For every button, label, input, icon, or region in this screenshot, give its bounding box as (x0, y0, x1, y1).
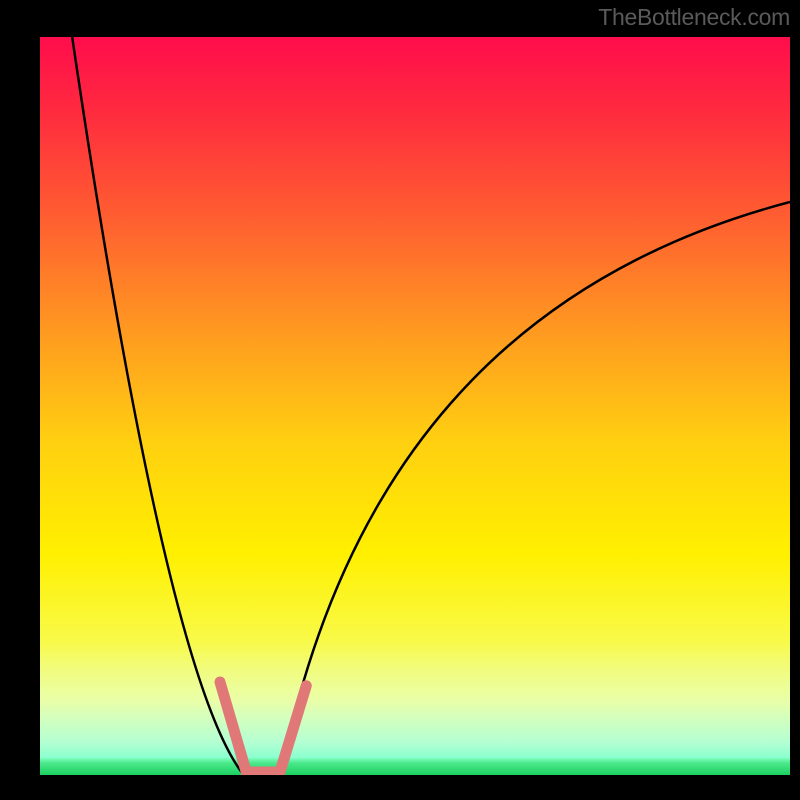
frame-right (790, 0, 800, 800)
frame-left (0, 0, 40, 800)
plot-area (40, 37, 790, 775)
curve-layer (40, 37, 790, 775)
frame-bottom (0, 775, 800, 800)
marker-right (280, 686, 306, 772)
main-curve (70, 37, 790, 775)
chart-root: TheBottleneck.com (0, 0, 800, 800)
watermark-text: TheBottleneck.com (598, 4, 790, 31)
